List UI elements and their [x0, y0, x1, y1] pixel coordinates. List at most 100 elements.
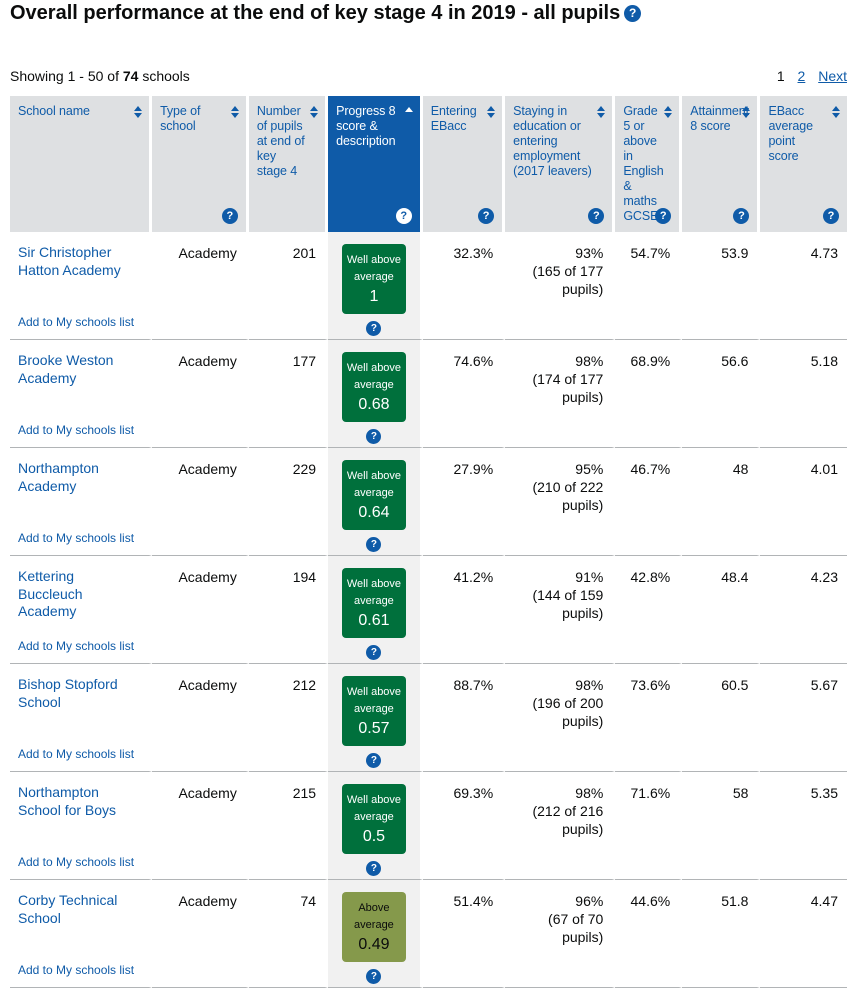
sort-icon[interactable]: [487, 106, 496, 118]
column-header[interactable]: EBacc average point score ?: [760, 96, 847, 232]
column-header[interactable]: Progress 8 score & description ?: [328, 96, 423, 232]
grade5-english-maths-cell: 44.6%: [615, 880, 683, 988]
staying-pupil-detail: (210 of 222 pupils): [532, 479, 604, 514]
progress8-description: Well above average: [346, 794, 402, 824]
progress8-score: 0.5: [362, 828, 386, 846]
sort-icon[interactable]: [230, 106, 239, 118]
pupils-count-cell: 229: [248, 448, 329, 556]
progress8-description: Above average: [354, 902, 394, 932]
column-header[interactable]: Staying in education or entering employm…: [505, 96, 616, 232]
progress8-badge: Well above average 0.5: [341, 784, 406, 855]
progress8-cell: Above average 0.49 ?: [328, 880, 423, 988]
ebacc-average-point-score-cell: 4.73: [760, 232, 847, 340]
attainment8-cell: 48.4: [682, 556, 761, 664]
sort-icon[interactable]: [597, 106, 606, 118]
table-row: Bishop Stopford School Add to My schools…: [10, 664, 847, 772]
type-of-school-cell: Academy: [152, 880, 249, 988]
pupils-count-cell: 201: [248, 232, 329, 340]
page-title-text: Overall performance at the end of key st…: [10, 2, 621, 24]
grade5-english-maths-cell: 54.7%: [615, 232, 683, 340]
progress8-help-icon[interactable]: ?: [366, 861, 382, 877]
entering-ebacc-cell: 69.3%: [422, 772, 506, 880]
column-header[interactable]: School name: [10, 96, 153, 232]
pagination-page-2-link[interactable]: 2: [797, 68, 806, 84]
grade5-english-maths-cell: 68.9%: [615, 340, 683, 448]
school-name-link[interactable]: Bishop Stopford School: [18, 676, 118, 710]
title-help-icon[interactable]: ?: [624, 5, 642, 22]
staying-pupil-detail: (174 of 177 pupils): [532, 371, 604, 406]
column-header[interactable]: Attainment 8 score ?: [682, 96, 761, 232]
school-performance-table: School name Type of school ? Number of p…: [10, 96, 847, 988]
staying-pupil-detail: (144 of 159 pupils): [532, 587, 604, 622]
school-name-link[interactable]: Brooke Weston Academy: [18, 352, 114, 386]
grade5-english-maths-cell: 46.7%: [615, 448, 683, 556]
attainment8-cell: 60.5: [682, 664, 761, 772]
staying-in-education-cell: 95% (210 of 222 pupils): [505, 448, 616, 556]
add-to-my-schools-link[interactable]: Add to My schools list: [18, 639, 135, 653]
school-name-link[interactable]: Northampton School for Boys: [18, 784, 117, 818]
progress8-description: Well above average: [346, 362, 402, 392]
progress8-score: 0.68: [358, 396, 390, 414]
add-to-my-schools-link[interactable]: Add to My schools list: [18, 855, 135, 869]
column-header[interactable]: Number of pupils at end of key stage 4: [248, 96, 329, 232]
add-to-my-schools-link[interactable]: Add to My schools list: [18, 423, 135, 437]
ebacc-average-point-score-cell: 4.01: [760, 448, 847, 556]
staying-in-education-cell: 98% (212 of 216 pupils): [505, 772, 616, 880]
column-help-icon[interactable]: ?: [588, 208, 605, 224]
staying-pupil-detail: (196 of 200 pupils): [532, 695, 604, 730]
add-to-my-schools-link[interactable]: Add to My schools list: [18, 963, 135, 977]
column-help-icon[interactable]: ?: [478, 208, 495, 224]
school-name-cell: Northampton Academy Add to My schools li…: [10, 448, 153, 556]
entering-ebacc-cell: 51.4%: [422, 880, 506, 988]
attainment8-cell: 51.8: [682, 880, 761, 988]
attainment8-cell: 56.6: [682, 340, 761, 448]
progress8-help-icon[interactable]: ?: [366, 969, 382, 985]
table-row: Corby Technical School Add to My schools…: [10, 880, 847, 988]
progress8-description: Well above average: [346, 254, 402, 284]
column-header-label: Entering EBacc: [430, 104, 477, 133]
progress8-score: 0.49: [358, 936, 390, 954]
pupils-count-cell: 177: [248, 340, 329, 448]
sort-icon[interactable]: [664, 106, 673, 118]
school-name-link[interactable]: Corby Technical School: [18, 892, 118, 926]
add-to-my-schools-link[interactable]: Add to My schools list: [18, 315, 135, 329]
column-help-icon[interactable]: ?: [823, 208, 839, 224]
school-name-cell: Sir Christopher Hatton Academy Add to My…: [10, 232, 153, 340]
add-to-my-schools-link[interactable]: Add to My schools list: [18, 747, 135, 761]
progress8-badge: Above average 0.49: [341, 892, 406, 963]
type-of-school-cell: Academy: [152, 664, 249, 772]
school-name-link[interactable]: Sir Christopher Hatton Academy: [18, 244, 121, 278]
column-header[interactable]: Grade 5 or above in English & maths GCSE…: [615, 96, 683, 232]
ebacc-average-point-score-cell: 5.35: [760, 772, 847, 880]
column-header[interactable]: Entering EBacc ?: [422, 96, 506, 232]
type-of-school-cell: Academy: [152, 772, 249, 880]
column-header[interactable]: Type of school ?: [152, 96, 249, 232]
column-help-icon[interactable]: ?: [733, 208, 750, 224]
sort-icon[interactable]: [134, 106, 143, 118]
progress8-cell: Well above average 1 ?: [328, 232, 423, 340]
grade5-english-maths-cell: 73.6%: [615, 664, 683, 772]
progress8-help-icon[interactable]: ?: [366, 429, 382, 445]
table-row: Northampton Academy Add to My schools li…: [10, 448, 847, 556]
add-to-my-schools-link[interactable]: Add to My schools list: [18, 531, 135, 545]
column-help-icon[interactable]: ?: [221, 208, 238, 224]
school-name-link[interactable]: Kettering Buccleuch Academy: [18, 568, 83, 619]
pagination-next-link[interactable]: Next: [818, 68, 847, 84]
column-help-icon[interactable]: ?: [655, 208, 672, 224]
school-name-cell: Corby Technical School Add to My schools…: [10, 880, 153, 988]
progress8-help-icon[interactable]: ?: [366, 645, 382, 661]
school-name-link[interactable]: Northampton Academy: [18, 460, 99, 494]
pagination-current-page: 1: [776, 68, 785, 84]
sort-icon[interactable]: [310, 106, 319, 118]
column-header-label: Staying in education or entering employm…: [513, 104, 592, 178]
pupils-count-cell: 215: [248, 772, 329, 880]
staying-percentage: 93%: [575, 245, 604, 261]
sort-icon[interactable]: [832, 106, 840, 118]
sort-icon[interactable]: [742, 106, 751, 118]
progress8-help-icon[interactable]: ?: [366, 753, 382, 769]
progress8-badge: Well above average 1: [341, 244, 406, 315]
staying-in-education-cell: 96% (67 of 70 pupils): [505, 880, 616, 988]
column-help-icon[interactable]: ?: [395, 208, 412, 224]
progress8-help-icon[interactable]: ?: [366, 537, 382, 553]
progress8-help-icon[interactable]: ?: [366, 321, 382, 337]
